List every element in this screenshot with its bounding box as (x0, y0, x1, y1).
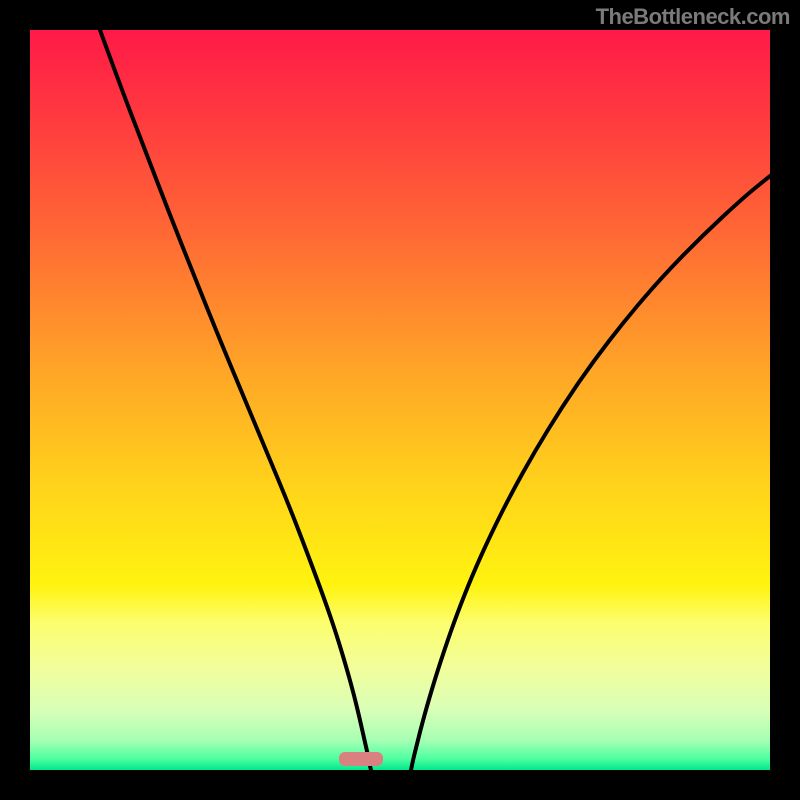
bottleneck-marker (339, 752, 383, 766)
canvas: TheBottleneck.com (0, 0, 800, 800)
right-curve (411, 176, 770, 770)
watermark-text: TheBottleneck.com (596, 4, 790, 30)
left-curve (100, 30, 371, 770)
plot-area (30, 30, 770, 770)
curves-layer (30, 30, 770, 770)
